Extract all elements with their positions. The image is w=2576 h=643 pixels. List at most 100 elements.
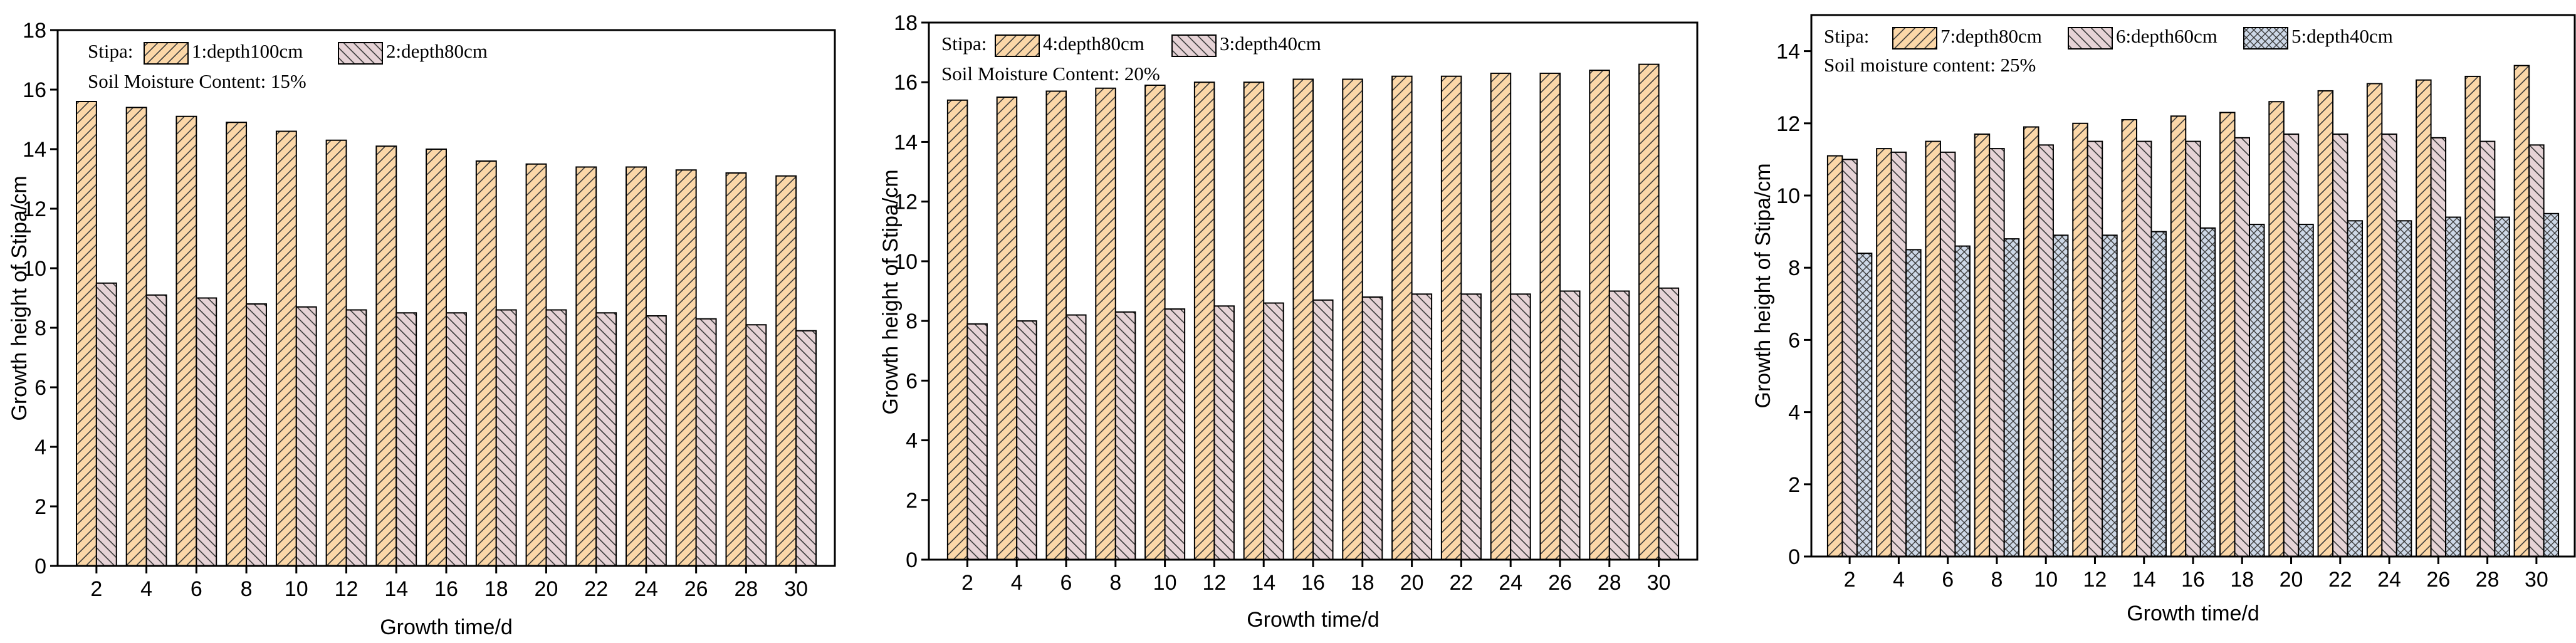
legend-swatch-2 [1171, 34, 1217, 57]
bar-series-2 [145, 294, 167, 567]
x-tick-label: 16 [1301, 571, 1325, 595]
bar-series-2 [495, 309, 517, 567]
moisture-annotation: Soil moisture content: 25% [1824, 54, 2036, 76]
bar-series-1 [2317, 90, 2334, 557]
bar-series-2 [1065, 314, 1087, 560]
y-tick-label: 4 [1788, 401, 1800, 425]
legend-prefix: Stipa: [88, 40, 133, 62]
bar-series-2 [695, 318, 717, 567]
bar-series-1 [2416, 79, 2432, 558]
x-tick-label: 8 [1109, 571, 1121, 595]
x-tick-label: 10 [1153, 571, 1177, 595]
bar-series-2 [1608, 290, 1630, 560]
x-tick-label: 24 [1499, 571, 1522, 595]
bar-series-2 [1841, 159, 1858, 557]
bar-series-1 [1342, 78, 1363, 560]
x-tick-label: 12 [2083, 568, 2107, 592]
bar-series-2 [1263, 302, 1284, 560]
x-tick-label: 26 [684, 577, 708, 601]
bar-series-2 [745, 324, 767, 567]
bar-series-2 [1510, 293, 1531, 560]
bar-series-3 [2052, 234, 2069, 557]
moisture-annotation: Soil Moisture Content: 15% [88, 70, 306, 92]
legend-prefix: Stipa: [941, 33, 987, 55]
y-tick-label: 16 [894, 71, 918, 95]
bar-series-1 [1974, 133, 1991, 557]
legend-prefix: Stipa: [1824, 25, 1869, 47]
bar-series-2 [95, 282, 117, 567]
bar-series-2 [1939, 151, 1956, 557]
x-tick-label: 12 [335, 577, 359, 601]
bar-series-2 [545, 309, 567, 567]
y-tick-label: 4 [34, 436, 46, 459]
bar-series-1 [946, 99, 968, 561]
x-axis-title: Growth time/d [380, 615, 513, 639]
x-tick-label: 2 [90, 577, 102, 601]
x-tick-label: 4 [140, 577, 152, 601]
y-tick-label: 2 [1788, 473, 1800, 497]
x-tick-label: 20 [535, 577, 558, 601]
bar-series-1 [2121, 119, 2137, 558]
y-tick-label: 8 [34, 316, 46, 340]
plot-frame [1810, 14, 2576, 558]
bar-series-1 [1826, 155, 1843, 557]
x-tick-label: 28 [734, 577, 758, 601]
bar-series-1 [1144, 84, 1166, 560]
bar-series-1 [1440, 75, 1462, 560]
bar-series-1 [325, 139, 347, 567]
x-tick-label: 28 [2476, 568, 2500, 592]
bar-series-1 [775, 175, 797, 567]
legend: Stipa: 7:depth80cm 6:depth60cm 5:depth40… [1824, 25, 2393, 76]
bar-series-1 [1589, 70, 1610, 560]
bar-series-2 [2381, 133, 2397, 557]
bar-series-2 [345, 309, 367, 567]
y-tick-label: 12 [23, 197, 46, 221]
bar-series-1 [226, 122, 248, 567]
y-tick-label: 2 [34, 495, 46, 519]
bar-series-1 [996, 97, 1018, 560]
x-tick-label: 16 [434, 577, 458, 601]
bar-series-1 [525, 163, 547, 567]
bar-series-2 [1411, 293, 1433, 560]
x-tick-label: 6 [1942, 568, 1954, 592]
bar-series-3 [2249, 224, 2265, 557]
bar-series-1 [475, 160, 497, 567]
x-tick-label: 22 [584, 577, 608, 601]
bar-series-1 [1243, 81, 1265, 560]
bar-series-2 [295, 306, 317, 567]
bar-series-1 [2268, 101, 2285, 558]
bar-series-2 [1114, 311, 1136, 560]
y-tick-label: 4 [906, 429, 918, 453]
bar-series-3 [2494, 216, 2510, 557]
bar-series-1 [626, 166, 647, 567]
bar-series-3 [2395, 220, 2412, 557]
y-axis-title: Growth height of Stipa/cm [1751, 163, 1775, 408]
bar-series-2 [2086, 140, 2103, 558]
x-axis-title: Growth time/d [2127, 602, 2259, 625]
x-tick-label: 4 [1011, 571, 1023, 595]
x-tick-label: 24 [634, 577, 658, 601]
bar-series-1 [1925, 140, 1941, 558]
bar-series-3 [2199, 227, 2216, 557]
bar-series-3 [1856, 253, 1873, 557]
y-axis-title: Growth height of Stipa/cm [879, 169, 903, 414]
legend-label-series-1: 7:depth80cm [1940, 25, 2042, 47]
bar-series-1 [2513, 65, 2530, 557]
y-tick-label: 2 [906, 489, 918, 513]
bar-series-1 [275, 130, 297, 567]
bar-series-3 [2298, 224, 2314, 557]
bar-series-1 [175, 115, 197, 567]
bar-series-1 [675, 169, 697, 567]
bar-series-1 [375, 145, 397, 567]
bar-series-2 [966, 323, 988, 560]
legend-label-series-1: 4:depth80cm [1043, 33, 1144, 55]
bar-series-2 [1164, 308, 1186, 560]
bar-series-2 [2479, 140, 2496, 558]
bar-series-3 [2347, 220, 2364, 557]
plot-frame [928, 21, 1699, 561]
bar-series-3 [1905, 249, 1922, 557]
y-tick-label: 16 [23, 78, 46, 102]
